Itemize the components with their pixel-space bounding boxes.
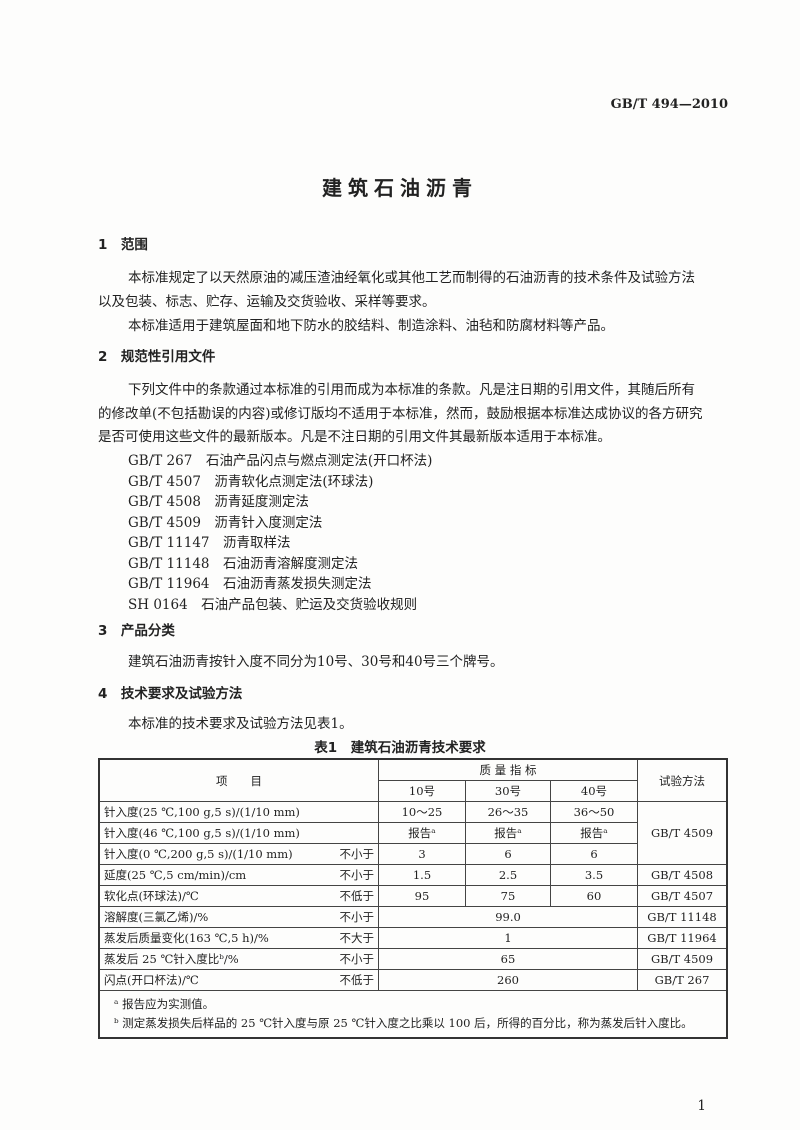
footnotes: ᵃ 报告应为实测值。 ᵇ 测定蒸发损失后样品的 25 ℃针入度与原 25 ℃针入… — [98, 990, 728, 1039]
reference-item: GB/T 4509 沥青针入度测定法 — [128, 514, 323, 531]
reference-item: GB/T 4508 沥青延度测定法 — [128, 494, 309, 510]
page-title: 建筑石油沥青 — [322, 176, 478, 200]
table-cell: 闪点(开口杯法)/℃ — [98, 969, 330, 991]
footnote: ᵇ 测定蒸发损失后样品的 25 ℃针入度与原 25 ℃针入度之比乘以 100 后… — [114, 1016, 693, 1030]
table-cell: 蒸发后 25 ℃针入度比ᵇ/% — [98, 948, 330, 970]
paragraph: 本标准适用于建筑屋面和地下防水的胶结料、制造涂料、油毡和防腐材料等产品。 — [128, 318, 614, 334]
table-cell: 95 — [378, 885, 466, 907]
table-cell: GB/T 267 — [637, 969, 728, 991]
section-heading: 2 规范性引用文件 — [98, 349, 216, 365]
table-cell: GB/T 4509 — [637, 948, 728, 970]
section-heading: 1 范围 — [98, 237, 148, 253]
table-cell: 针入度(25 ℃,100 g,5 s)/(1/10 mm) — [98, 801, 330, 823]
spec-table: 项 目 质 量 指 标 试验方法 10号 30号 40号 针入度(25 ℃,10… — [98, 758, 728, 1039]
header-grade: 30号 — [465, 780, 551, 802]
reference-item: GB/T 267 石油产品闪点与燃点测定法(开口杯法) — [128, 453, 433, 469]
paragraph: 本标准的技术要求及试验方法见表1。 — [128, 716, 353, 732]
table-cell: GB/T 4508 — [637, 864, 728, 886]
table-cell: 6 — [550, 843, 638, 865]
table-cell: 不小于 — [330, 843, 379, 865]
section-heading: 3 产品分类 — [98, 623, 175, 639]
table-row: 闪点(开口杯法)/℃ 不低于 260 GB/T 267 — [98, 969, 728, 991]
reference-item: GB/T 11148 石油沥青溶解度测定法 — [128, 555, 358, 572]
table-cell: 针入度(0 ℃,200 g,5 s)/(1/10 mm) — [98, 843, 330, 865]
table-cell: 延度(25 ℃,5 cm/min)/cm — [98, 864, 330, 886]
paragraph: 是否可使用这些文件的最新版本。凡是不注日期的引用文件其最新版本适用于本标准。 — [98, 429, 611, 445]
reference-item: GB/T 11147 沥青取样法 — [128, 535, 291, 551]
table-cell: 26～35 — [465, 801, 551, 823]
table-cell: 6 — [465, 843, 551, 865]
header-grade: 10号 — [378, 780, 466, 802]
table-row: 蒸发后质量变化(163 ℃,5 h)/% 不大于 1 GB/T 11964 — [98, 927, 728, 949]
reference-item: SH 0164 石油产品包装、贮运及交货验收规则 — [128, 596, 418, 613]
reference-item: GB/T 4507 沥青软化点测定法(环球法) — [128, 473, 374, 490]
table-cell: 不小于 — [330, 864, 379, 886]
table-row: 针入度(0 ℃,200 g,5 s)/(1/10 mm) 不小于 3 6 6 — [98, 843, 727, 865]
header-quality: 质 量 指 标 — [378, 758, 638, 781]
table-cell: 报告ᵃ — [378, 822, 466, 844]
table-cell — [330, 801, 379, 823]
table-cell: 软化点(环球法)/℃ — [98, 885, 330, 907]
table-cell: 不小于 — [330, 948, 379, 970]
table-cell: 不低于 — [330, 885, 379, 907]
table-cell: 99.0 — [378, 906, 638, 928]
table-cell: 260 — [378, 969, 638, 991]
table-cell: 1.5 — [378, 864, 466, 886]
table-row: 软化点(环球法)/℃ 不低于 95 75 60 GB/T 4507 — [98, 885, 728, 907]
table-row: 溶解度(三氯乙烯)/% 不小于 99.0 GB/T 11148 — [98, 906, 728, 928]
table-cell: 针入度(46 ℃,100 g,5 s)/(1/10 mm) — [98, 822, 330, 844]
table-cell: 1 — [378, 927, 638, 949]
reference-item: GB/T 11964 石油沥青蒸发损失测定法 — [128, 576, 372, 592]
table-cell: 报告ᵃ — [465, 822, 551, 844]
header-item: 项 目 — [98, 758, 379, 802]
paragraph: 的修改单(不包括勘误的内容)或修订版均不适用于本标准，然而，鼓励根据本标准达成协… — [98, 406, 703, 422]
table-cell: 报告ᵃ — [550, 822, 638, 844]
table-cell: 3.5 — [550, 864, 638, 886]
section-heading: 4 技术要求及试验方法 — [98, 686, 243, 702]
table-cell: 不低于 — [330, 969, 379, 991]
table-cell: GB/T 4509 — [637, 801, 728, 865]
table-row: 针入度(25 ℃,100 g,5 s)/(1/10 mm) 10～25 26～35 3… — [98, 801, 728, 865]
table-cell: 65 — [378, 948, 638, 970]
table-caption: 表1 建筑石油沥青技术要求 — [314, 740, 486, 756]
table-row: 针入度(46 ℃,100 g,5 s)/(1/10 mm) 报告ᵃ 报告ᵃ 报告ᵃ — [98, 822, 727, 844]
table-cell: 2.5 — [465, 864, 551, 886]
table-cell: 36～50 — [550, 801, 638, 823]
page-number: 1 — [697, 1098, 706, 1114]
table-cell: GB/T 4507 — [637, 885, 728, 907]
paragraph: 本标准规定了以天然原油的减压渣油经氧化或其他工艺而制得的石油沥青的技术条件及试验… — [128, 270, 695, 286]
table-cell — [330, 822, 379, 844]
table-row: 延度(25 ℃,5 cm/min)/cm 不小于 1.5 2.5 3.5 GB/T 450… — [98, 864, 728, 886]
table-cell: 不小于 — [330, 906, 379, 928]
table-row: 蒸发后 25 ℃针入度比ᵇ/% 不小于 65 GB/T 4509 — [98, 948, 728, 970]
footnote: ᵃ 报告应为实测值。 — [114, 997, 215, 1011]
header-grade: 40号 — [550, 780, 638, 802]
table-cell: 3 — [378, 843, 466, 865]
table-cell: 不大于 — [330, 927, 379, 949]
table-cell: GB/T 11148 — [637, 906, 728, 928]
paragraph: 以及包装、标志、贮存、运输及交货验收、采样等要求。 — [98, 294, 436, 310]
table-cell: 10～25 — [378, 801, 466, 823]
paragraph: 建筑石油沥青按针入度不同分为10号、30号和40号三个牌号。 — [128, 654, 504, 670]
paragraph: 下列文件中的条款通过本标准的引用而成为本标准的条款。凡是注日期的引用文件，其随后… — [128, 382, 695, 398]
table-cell: 溶解度(三氯乙烯)/% — [98, 906, 330, 928]
table-cell: 75 — [465, 885, 551, 907]
header-method: 试验方法 — [637, 758, 728, 802]
table-cell: GB/T 11964 — [637, 927, 728, 949]
table-cell: 60 — [550, 885, 638, 907]
table-cell: 蒸发后质量变化(163 ℃,5 h)/% — [98, 927, 330, 949]
standard-code: GB/T 494—2010 — [610, 97, 728, 112]
